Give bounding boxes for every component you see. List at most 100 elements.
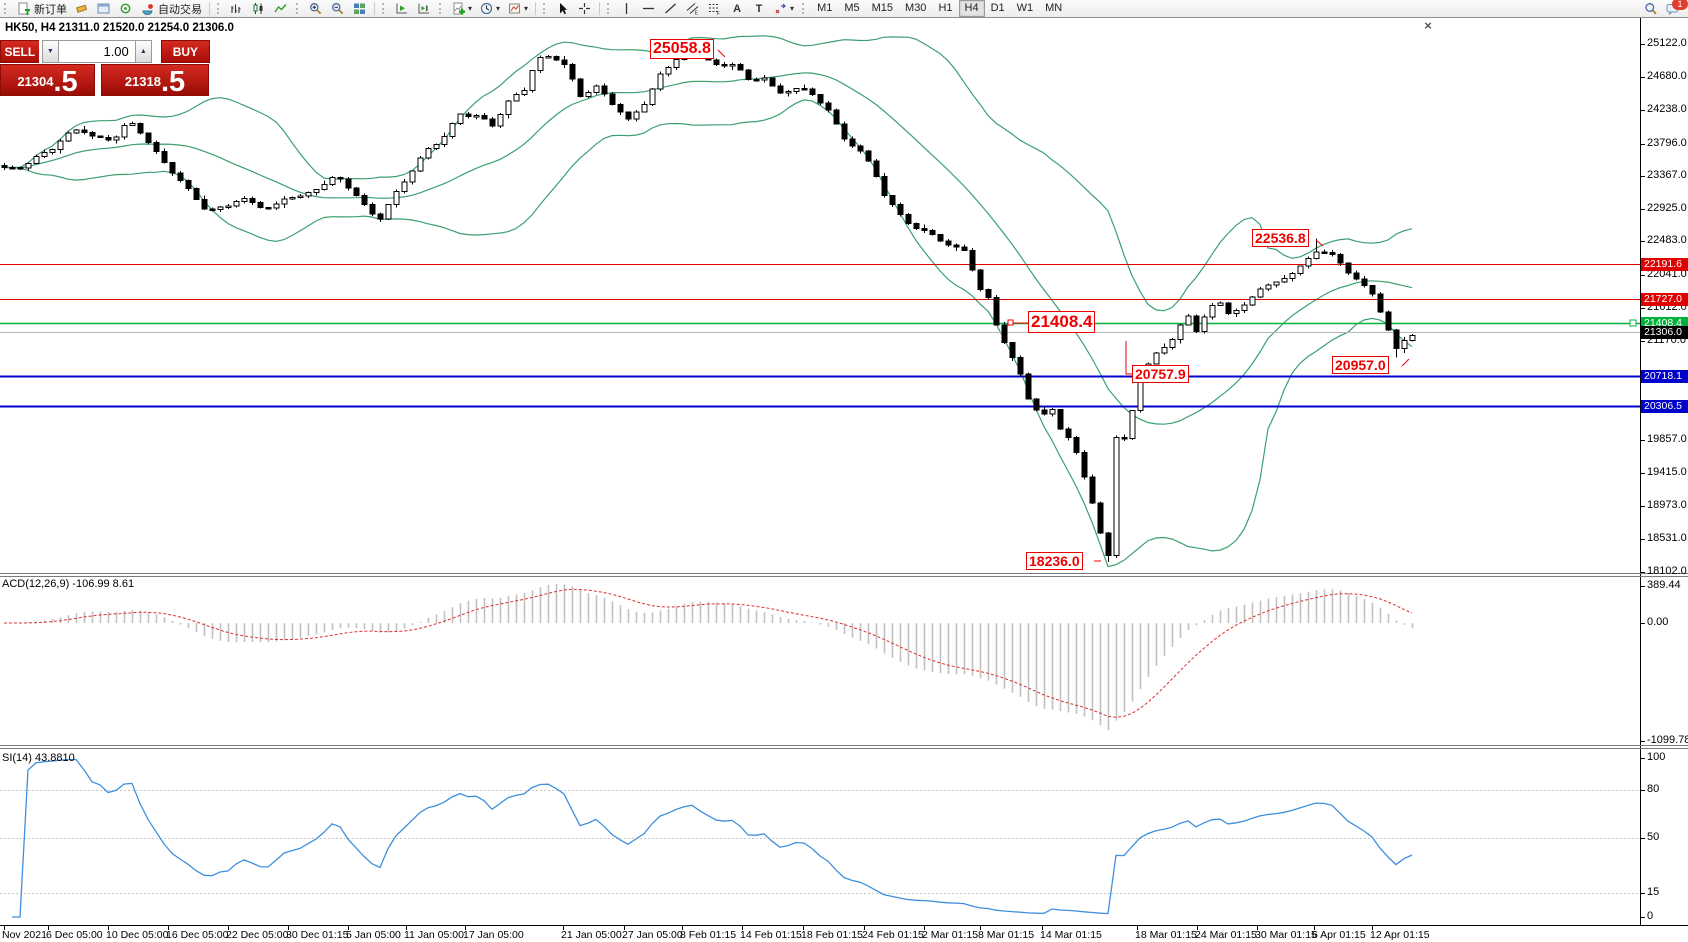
cursor-icon [556,2,570,16]
candles [1,47,1416,562]
new-order-icon [17,2,31,16]
toolbar-grip[interactable] [802,3,808,14]
price-level-badge: 21727.0 [1641,293,1688,306]
time-axis-label: Nov 2021 [2,929,47,941]
new-order-button[interactable]: 新订单 [13,0,71,17]
buy-button[interactable]: BUY [160,40,210,63]
text-a-button[interactable]: A [726,0,748,17]
chart-forward-icon [395,2,409,16]
macd-indicator-label: ACD(12,26,9) -106.99 8.61 [2,578,135,590]
template-button[interactable]: ▾ [504,0,532,17]
price-callout-label[interactable]: 20757.9 [1132,365,1189,384]
crosshair-button[interactable] [574,0,596,17]
hline-button[interactable] [638,0,660,17]
toolbar-grip[interactable] [439,3,445,14]
sell-price-decimal: .5 [53,66,78,98]
toolbar-grip[interactable] [382,3,388,14]
chart-step-button[interactable] [413,0,435,17]
sell-button[interactable]: SELL [0,40,39,63]
toolbar-grip[interactable] [296,3,302,14]
macd-axis-tick: -1099.78 [1647,734,1688,746]
clock-icon [480,2,494,16]
text-t-button[interactable]: T [748,0,770,17]
text-t-icon: T [755,2,763,15]
chevron-down-icon[interactable]: ▾ [790,4,795,13]
volume-input[interactable] [58,40,135,63]
timeframe-m1-button[interactable]: M1 [817,2,833,14]
fibo-icon: F [708,2,722,17]
chart-window-icon [97,2,111,16]
svg-text:E: E [695,10,699,15]
time-axis-label: 24 Mar 01:15 [1195,929,1257,941]
timeframe-m5-button[interactable]: M5 [844,2,860,14]
timeframe-mn-button[interactable]: MN [1045,2,1063,14]
price-callout-label[interactable]: 25058.8 [650,39,714,60]
chevron-down-icon[interactable]: ▾ [468,4,473,13]
cursor-button[interactable] [552,0,574,17]
signal-button[interactable] [115,0,137,17]
tiles-icon [353,2,367,16]
timeframe-w1-button[interactable]: W1 [1016,2,1034,14]
axis-ticks [4,44,1645,930]
price-axis-tick: 18531.0 [1647,532,1687,544]
zoom-in-button[interactable] [305,0,327,17]
price-axis-tick: 19415.0 [1647,466,1687,478]
volume-increase-button[interactable]: ▲ [134,40,152,63]
eraser-button[interactable] [71,0,93,17]
vline-icon [620,2,634,16]
rsi-pane [0,758,1640,918]
crosshair-icon [578,2,592,16]
timeframe-m30-button[interactable]: M30 [905,2,927,14]
price-callout-label[interactable]: 20957.0 [1332,356,1389,375]
tline-icon [664,2,678,16]
level-marker[interactable] [1629,319,1637,327]
horizontal-levels[interactable] [0,264,1640,408]
time-axis-label: 10 Dec 05:00 [106,929,169,941]
price-callout-label[interactable]: 18236.0 [1026,552,1083,571]
volume-decrease-button[interactable]: ▼ [41,40,59,63]
toolbar-grip[interactable] [4,3,10,14]
linechart-button[interactable] [270,0,292,17]
rsi-indicator-label: SI(14) 43.8810 [2,752,75,764]
toolbar-grip[interactable] [217,3,223,14]
chat-button[interactable]: 1 [1662,0,1688,17]
price-callout-label[interactable]: 22536.8 [1252,229,1309,248]
tline-button[interactable] [660,0,682,17]
chevron-down-icon[interactable]: ▾ [496,4,501,13]
indicator-add-button[interactable]: ▾ [448,0,476,17]
channel-icon: E [686,2,700,16]
chart-surface[interactable] [0,17,1688,942]
toolbar-grip[interactable] [543,3,549,14]
zoom-out-button[interactable] [327,0,349,17]
chevron-down-icon[interactable]: ▾ [524,4,529,13]
autotrade-button[interactable]: 自动交易 [137,0,206,17]
price-axis-tick: 22041.0 [1647,268,1687,280]
chart-forward-button[interactable] [391,0,413,17]
timeframe-d1-button[interactable]: D1 [990,2,1005,14]
channel-button[interactable]: E [682,0,704,17]
timeframe-h1-button[interactable]: H1 [938,2,953,14]
vline-button[interactable] [616,0,638,17]
chart-window-button[interactable] [93,0,115,17]
candles-button[interactable] [248,0,270,17]
search-icon [1644,2,1658,16]
bars-button[interactable] [226,0,248,17]
arrows-button[interactable]: ▾ [770,0,798,17]
time-axis-label: 2 Mar 01:15 [922,929,979,941]
bars-icon [230,2,244,16]
toolbar-grip[interactable] [607,3,613,14]
search-button[interactable] [1640,0,1662,17]
buy-price[interactable]: 21318.5 [101,64,209,98]
sell-price[interactable]: 21304.5 [0,64,95,98]
buy-price-decimal: .5 [160,66,186,98]
time-axis-label: 5 Jan 05:00 [346,929,401,941]
chart-close-button[interactable]: × [1424,18,1432,33]
price-callout-label[interactable]: 21408.4 [1028,311,1096,333]
time-axis-label: 8 Mar 01:15 [978,929,1035,941]
timeframe-h4-button[interactable]: H4 [958,0,985,17]
fibo-button[interactable]: F [704,0,726,17]
timeframe-m15-button[interactable]: M15 [871,2,894,14]
clock-button[interactable]: ▾ [476,0,504,17]
notification-badge: 1 [1672,0,1688,10]
tiles-button[interactable] [349,0,371,17]
